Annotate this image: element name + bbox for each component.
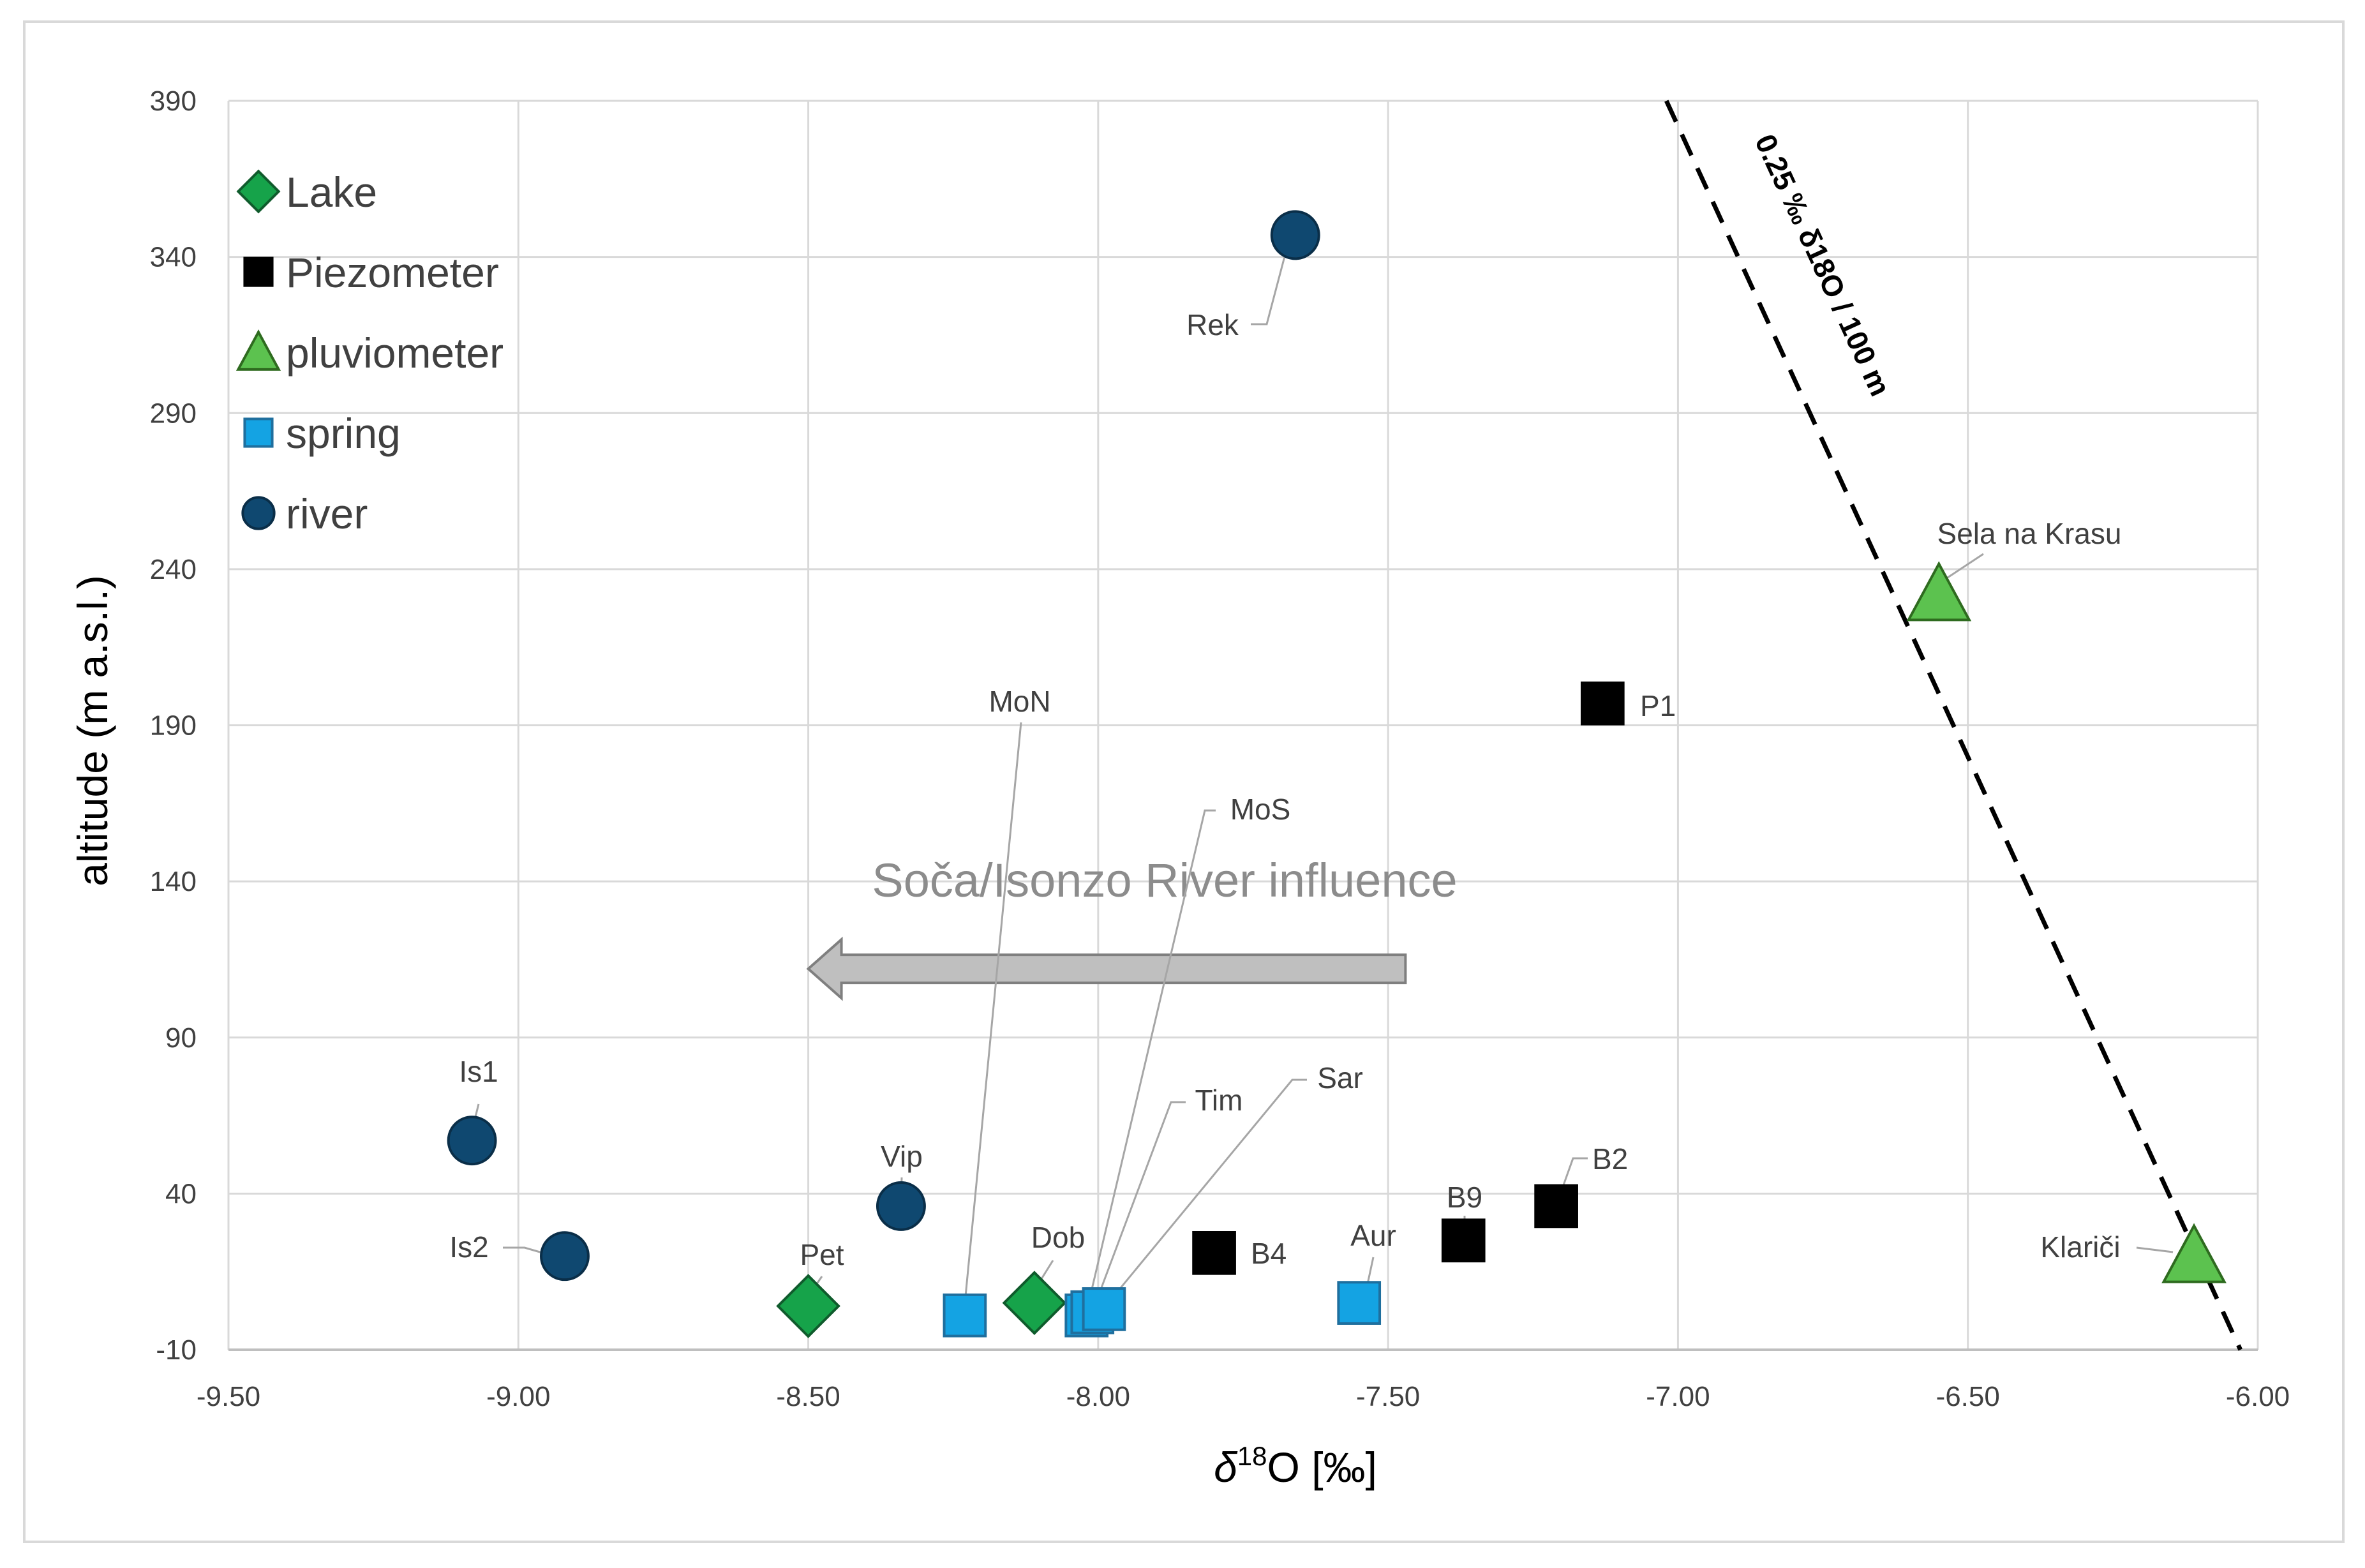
legend-label-pluviometer: pluviometer	[286, 329, 504, 377]
y-tick-label: 240	[150, 554, 197, 585]
x-tick-label: -8.50	[776, 1381, 840, 1412]
point-label-aur: Aur	[1350, 1219, 1396, 1252]
y-tick-label: 40	[165, 1178, 197, 1209]
point-label-pet: Pet	[800, 1238, 844, 1271]
leader-line-klarici	[2136, 1246, 2174, 1253]
x-tick-label: -6.00	[2226, 1381, 2290, 1412]
data-points	[447, 210, 2227, 1338]
legend-marker-pluviometer	[235, 329, 281, 371]
y-tick-label: 390	[150, 86, 197, 117]
x-tick-label: -7.00	[1646, 1381, 1710, 1412]
legend-marker-piezometer	[243, 257, 274, 287]
point-label-mon: MoN	[989, 685, 1050, 718]
y-tick-label: -10	[156, 1334, 197, 1366]
trend-line	[1664, 100, 2242, 1351]
x-axis-tick-labels: -9.50 -9.00 -8.50 -8.00 -7.50 -7.00 -6.50 -6.00	[197, 1381, 2290, 1412]
y-axis-tick-labels: -10 40 90 140 190 240 290 340 390	[150, 86, 197, 1366]
y-tick-label: 340	[150, 242, 197, 273]
legend-label-piezometer: Piezometer	[286, 249, 499, 296]
legend-marker-lake	[236, 169, 281, 214]
leader-line-mon	[962, 722, 1022, 1317]
legend-item-spring: spring	[243, 410, 401, 457]
point-label-b4: B4	[1251, 1237, 1287, 1270]
figure-border	[23, 20, 2345, 1543]
point-rek	[1270, 210, 1320, 260]
point-mon	[943, 1293, 987, 1338]
point-label-is2: Is2	[449, 1230, 488, 1264]
x-tick-label: -8.00	[1066, 1381, 1130, 1412]
legend-label-lake: Lake	[286, 168, 377, 216]
point-b2	[1534, 1184, 1578, 1228]
leader-line-sar	[1101, 1079, 1307, 1310]
legend-item-river: river	[241, 490, 368, 537]
river-influence-arrow-group: Soča/Isonzo River influence	[806, 854, 1458, 1001]
point-is1	[447, 1116, 497, 1166]
x-axis-label-sup: 18	[1237, 1441, 1267, 1471]
point-label-p1: P1	[1640, 689, 1676, 722]
point-sela-na-krasu	[1906, 561, 1972, 622]
point-is2	[540, 1231, 590, 1281]
point-labels: Pet Dob P1 B2 B9 B4 Sela na Krasu Klariči MoN MoS…	[449, 308, 2121, 1271]
river-influence-arrow	[806, 936, 1407, 1001]
leader-line-mos	[1085, 809, 1216, 1314]
x-tick-label: -9.50	[197, 1381, 260, 1412]
leader-line-sela-na-krasu	[1947, 553, 1984, 579]
y-tick-label: 190	[150, 710, 197, 742]
point-label-mos: MoS	[1230, 793, 1291, 826]
legend-label-spring: spring	[286, 410, 401, 457]
point-vip	[876, 1181, 926, 1231]
point-pet	[776, 1274, 840, 1338]
y-tick-label: 140	[150, 866, 197, 897]
point-label-b9: B9	[1447, 1181, 1482, 1214]
x-axis-label-suffix: O [‰]	[1267, 1444, 1377, 1491]
point-label-rek: Rek	[1186, 308, 1239, 341]
point-b9	[1441, 1218, 1486, 1263]
point-label-klarici: Klariči	[2040, 1230, 2120, 1264]
x-tick-label: -6.50	[1936, 1381, 2000, 1412]
river-influence-text: Soča/Isonzo River influence	[872, 854, 1457, 907]
point-label-dob: Dob	[1031, 1221, 1085, 1254]
legend-item-piezometer: Piezometer	[243, 249, 499, 296]
legend: Lake Piezometer pluviometer spring river	[235, 168, 504, 537]
x-axis-label: δ18O [‰]	[1214, 1441, 1377, 1491]
y-tick-label: 90	[165, 1022, 197, 1054]
legend-marker-spring	[243, 417, 274, 448]
x-axis-label-delta: δ	[1214, 1444, 1238, 1491]
y-axis-label: altitude (m a.s.l.)	[69, 575, 116, 886]
point-label-tim: Tim	[1195, 1084, 1243, 1117]
legend-label-river: river	[286, 490, 368, 537]
point-dob	[1002, 1271, 1067, 1335]
point-label-sela-na-krasu: Sela na Krasu	[1937, 517, 2122, 550]
point-label-sar: Sar	[1317, 1061, 1363, 1094]
y-tick-label: 290	[150, 398, 197, 429]
point-label-is1: Is1	[459, 1055, 498, 1088]
leader-line-rek	[1251, 234, 1292, 325]
legend-item-lake: Lake	[236, 168, 377, 216]
point-klarici	[2161, 1223, 2227, 1283]
leader-line-tim	[1091, 1101, 1186, 1312]
x-tick-label: -9.00	[486, 1381, 550, 1412]
point-b4	[1192, 1230, 1236, 1275]
point-label-vip: Vip	[881, 1140, 923, 1173]
point-label-b2: B2	[1592, 1142, 1628, 1176]
point-sar	[1082, 1287, 1126, 1331]
x-tick-label: -7.50	[1356, 1381, 1420, 1412]
legend-item-pluviometer: pluviometer	[235, 329, 504, 377]
legend-marker-river	[241, 496, 276, 530]
point-p1	[1580, 681, 1625, 726]
point-aur	[1337, 1281, 1382, 1325]
